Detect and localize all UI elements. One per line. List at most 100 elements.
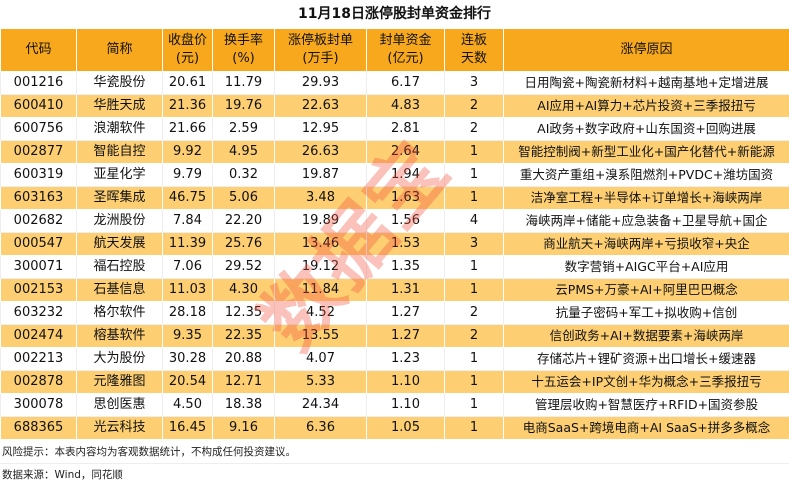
table-cell: 1.63 [366,186,445,210]
table-cell: 1.10 [366,393,445,417]
table-cell: 重大资产重组+溴系阻燃剂+PVDC+潍坊国资 [503,163,789,187]
table-cell: 6.36 [274,416,367,440]
column-header: 涨停板封单 (万手) [274,28,367,72]
table-cell: 13.55 [274,324,367,348]
table-cell: 19.12 [274,255,367,279]
divider [0,463,789,464]
table-cell: 2 [444,301,504,325]
table-cell: 16.45 [162,416,213,440]
table-cell: 002878 [0,370,77,394]
table-cell: 1.35 [366,255,445,279]
table-row: 002682 龙洲股份 7.84 22.20 19.89 1.56 4 海峡两岸+储能+应急装… [0,209,789,233]
table-cell: 洁净室工程+半导体+订单增长+海峡两岸 [503,186,789,210]
table-cell: 9.79 [162,163,213,187]
table-cell: 19.89 [274,209,367,233]
table-cell: 20.61 [162,71,213,95]
column-header: 封单资金 (亿元) [366,28,445,72]
table-row: 002474 榕基软件 9.35 22.35 13.55 1.27 2 信创政务+AI+数据要… [0,324,789,348]
table-cell: 抗量子密码+军工+拟收购+信创 [503,301,789,325]
table-row: 300071 福石控股 7.06 29.52 19.12 1.35 1 数字营销+AIGC平台… [0,255,789,279]
table-cell: 46.75 [162,186,213,210]
table-cell: 600319 [0,163,77,187]
table-cell: 11.03 [162,278,213,302]
table-cell: 1 [444,370,504,394]
table-cell: 5.33 [274,370,367,394]
table-cell: 智能自控 [76,140,163,164]
table-cell: 002213 [0,347,77,371]
table-row: 600410 华胜天成 21.36 19.76 22.63 4.83 2 AI应用+AI算力+… [0,94,789,118]
table-cell: 十五运会+IP文创+华为概念+三季报扭亏 [503,370,789,394]
table-cell: 26.63 [274,140,367,164]
table-cell: 000547 [0,232,77,256]
table-header: 代码 简称 收盘价 (元) 换手率 (%) 涨停板封单 (万手) 封单资金 (亿元) 连板 … [0,28,789,72]
table-cell: 商业航天+海峡两岸+亏损收窄+央企 [503,232,789,256]
table-cell: 20.88 [212,347,275,371]
table-cell: 600410 [0,94,77,118]
source-note: 数据来源：Wind，同花顺 [2,469,123,481]
table-cell: 1.27 [366,301,445,325]
table-cell: 29.52 [212,255,275,279]
table-cell: 22.35 [212,324,275,348]
table-cell: 11.39 [162,232,213,256]
table-cell: 21.36 [162,94,213,118]
table-row: 002877 智能自控 9.92 4.95 26.63 2.64 1 智能控制阀+新型工业化+… [0,140,789,164]
table-cell: 21.66 [162,117,213,141]
table-cell: 603232 [0,301,77,325]
table-cell: 石基信息 [76,278,163,302]
table-cell: 7.84 [162,209,213,233]
table-cell: 3 [444,232,504,256]
table-cell: 300071 [0,255,77,279]
table-cell: 思创医惠 [76,393,163,417]
table-cell: 1.56 [366,209,445,233]
table-cell: 11.79 [212,71,275,95]
column-header: 涨停原因 [503,28,789,72]
table-row: 603163 圣晖集成 46.75 5.06 3.48 1.63 1 洁净室工程+半导体+订单… [0,186,789,210]
table-cell: 9.35 [162,324,213,348]
table-cell: 1 [444,278,504,302]
column-header: 简称 [76,28,163,72]
risk-note: 风险提示：本表内容均为客观数据统计，不构成任何投资建议。 [2,446,296,458]
table-cell: 管理层收购+智慧医疗+RFID+国资参股 [503,393,789,417]
table-row: 600319 亚星化学 9.79 0.32 19.87 1.94 1 重大资产重组+溴系阻燃剂… [0,163,789,187]
table-row: 603232 格尔软件 28.18 12.35 4.52 1.27 2 抗量子密码+军工+拟收… [0,301,789,325]
table-cell: 1.10 [366,370,445,394]
table-cell: 9.16 [212,416,275,440]
table-cell: 1 [444,255,504,279]
table-cell: 华胜天成 [76,94,163,118]
table-cell: 0.32 [212,163,275,187]
table-cell: 600756 [0,117,77,141]
table-cell: 数字营销+AIGC平台+AI应用 [503,255,789,279]
table-cell: 云PMS+万豪+AI+阿里巴巴概念 [503,278,789,302]
table-cell: 2.64 [366,140,445,164]
table-cell: 4.07 [274,347,367,371]
table-cell: 电商SaaS+跨境电商+AI SaaS+拼多多概念 [503,416,789,440]
table-cell: 3 [444,71,504,95]
table-cell: 11.84 [274,278,367,302]
table-cell: 4.95 [212,140,275,164]
table-cell: 航天发展 [76,232,163,256]
table-cell: 001216 [0,71,77,95]
table-cell: 元隆雅图 [76,370,163,394]
column-header: 换手率 (%) [212,28,275,72]
table-cell: 4.52 [274,301,367,325]
table-cell: 2 [444,117,504,141]
table-cell: 12.35 [212,301,275,325]
table-cell: 2.81 [366,117,445,141]
table-cell: AI应用+AI算力+芯片投资+三季报扭亏 [503,94,789,118]
table-cell: 19.76 [212,94,275,118]
table-cell: 格尔软件 [76,301,163,325]
table-cell: 榕基软件 [76,324,163,348]
table-cell: 1 [444,393,504,417]
table-cell: 002474 [0,324,77,348]
table-cell: 1 [444,347,504,371]
table-cell: 1.27 [366,324,445,348]
table-cell: 002682 [0,209,77,233]
table-cell: 4 [444,209,504,233]
table-cell: 28.18 [162,301,213,325]
table-cell: 19.87 [274,163,367,187]
table-row: 300078 思创医惠 4.50 18.38 24.34 1.10 1 管理层收购+智慧医疗+… [0,393,789,417]
column-header: 代码 [0,28,77,72]
table-cell: 华瓷股份 [76,71,163,95]
table-cell: 24.34 [274,393,367,417]
table-cell: 688365 [0,416,77,440]
